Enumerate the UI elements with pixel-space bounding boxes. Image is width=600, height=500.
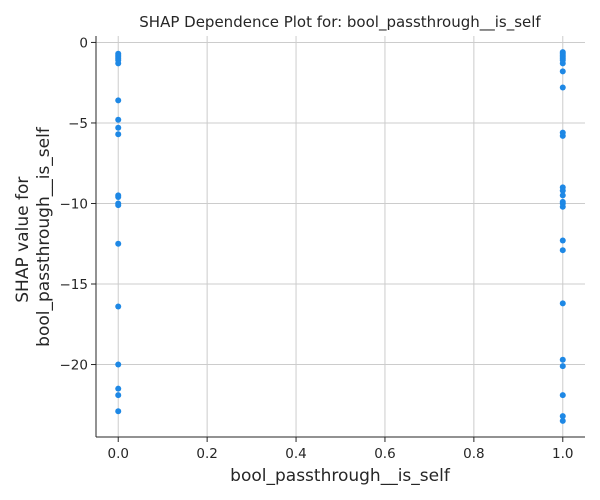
data-point [115,392,122,399]
data-point [559,247,566,254]
chart-title: SHAP Dependence Plot for: bool_passthrou… [139,13,541,32]
y-ticks: 0 −5 −10 −15 −20 [60,35,96,374]
y-axis-label-line-1: SHAP value for [13,177,33,303]
x-tick-label: 0.0 [107,446,128,462]
data-point [115,408,122,415]
y-tick-label: −20 [60,358,89,374]
data-point [115,202,122,209]
x-ticks: 0.0 0.2 0.4 0.6 0.8 1.0 [107,437,574,462]
data-point [115,361,122,368]
data-point [559,413,566,420]
grid-layer [96,36,585,437]
x-tick-label: 0.8 [463,446,484,462]
data-point [115,124,122,131]
data-point [115,385,122,392]
x-tick-label: 0.4 [285,446,306,462]
data-point [559,417,566,424]
data-point [115,240,122,247]
y-tick-label: −15 [60,277,89,293]
data-point [115,60,122,67]
x-tick-label: 0.6 [374,446,395,462]
data-point [115,131,122,138]
x-axis-label: bool_passthrough__is_self [230,466,451,486]
data-point [559,187,566,194]
points-layer [115,49,566,424]
y-tick-label: −10 [60,196,89,212]
data-point [559,300,566,307]
data-point [559,68,566,75]
data-point [559,356,566,363]
data-point [559,203,566,210]
y-axis-label: SHAP value for bool_passthrough__is_self [13,126,54,347]
data-point [559,192,566,199]
data-point [115,194,122,201]
data-point [559,237,566,244]
y-tick-label: 0 [79,35,88,51]
data-point [559,363,566,370]
y-axis-label-line-2: bool_passthrough__is_self [34,126,54,347]
data-point [115,97,122,104]
data-point [115,116,122,123]
data-point [559,392,566,399]
axes-layer [95,36,585,438]
x-tick-label: 1.0 [552,446,573,462]
data-point [559,132,566,139]
data-point [559,84,566,91]
data-point [559,60,566,67]
data-point [115,303,122,310]
y-tick-label: −5 [68,116,88,132]
x-tick-label: 0.2 [196,446,217,462]
